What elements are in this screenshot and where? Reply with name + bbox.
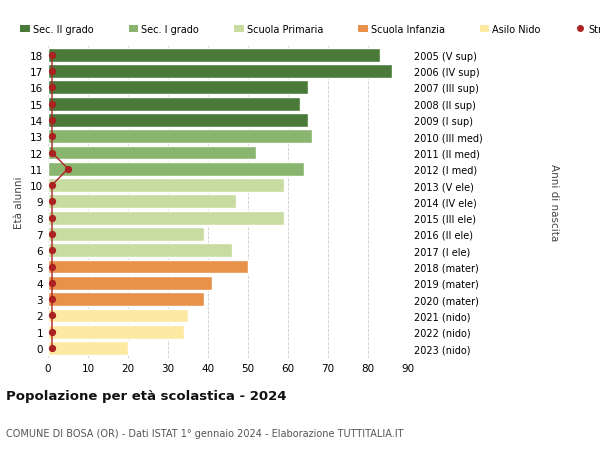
- Point: [47, 345, 57, 352]
- Point: [47, 231, 57, 238]
- Point: [47, 263, 57, 271]
- Point: [47, 117, 57, 124]
- Point: [47, 214, 57, 222]
- Bar: [48, 325, 184, 339]
- Bar: [48, 97, 300, 112]
- Point: [47, 133, 57, 140]
- Legend: Sec. II grado, Sec. I grado, Scuola Primaria, Scuola Infanzia, Asilo Nido, Stran: Sec. II grado, Sec. I grado, Scuola Prim…: [20, 25, 600, 35]
- Bar: [48, 146, 256, 160]
- Bar: [48, 244, 232, 257]
- Bar: [48, 309, 188, 323]
- Point: [47, 101, 57, 108]
- Point: [47, 328, 57, 336]
- Point: [47, 198, 57, 206]
- Point: [47, 247, 57, 254]
- Bar: [48, 114, 308, 128]
- Bar: [48, 276, 212, 290]
- Point: [47, 52, 57, 59]
- Bar: [48, 81, 308, 95]
- Point: [47, 84, 57, 92]
- Point: [47, 296, 57, 303]
- Point: [47, 182, 57, 190]
- Bar: [48, 341, 128, 355]
- Bar: [48, 195, 236, 209]
- Bar: [48, 292, 204, 307]
- Bar: [48, 162, 304, 176]
- Y-axis label: Età alunni: Età alunni: [14, 176, 25, 228]
- Bar: [48, 49, 380, 62]
- Y-axis label: Anni di nascita: Anni di nascita: [548, 163, 559, 241]
- Point: [47, 150, 57, 157]
- Bar: [48, 211, 284, 225]
- Bar: [48, 65, 392, 79]
- Point: [47, 280, 57, 287]
- Point: [47, 68, 57, 76]
- Text: Popolazione per età scolastica - 2024: Popolazione per età scolastica - 2024: [6, 389, 287, 403]
- Bar: [48, 130, 312, 144]
- Point: [63, 166, 73, 173]
- Bar: [48, 228, 204, 241]
- Text: COMUNE DI BOSA (OR) - Dati ISTAT 1° gennaio 2024 - Elaborazione TUTTITALIA.IT: COMUNE DI BOSA (OR) - Dati ISTAT 1° genn…: [6, 428, 404, 438]
- Bar: [48, 179, 284, 193]
- Point: [47, 312, 57, 319]
- Bar: [48, 260, 248, 274]
